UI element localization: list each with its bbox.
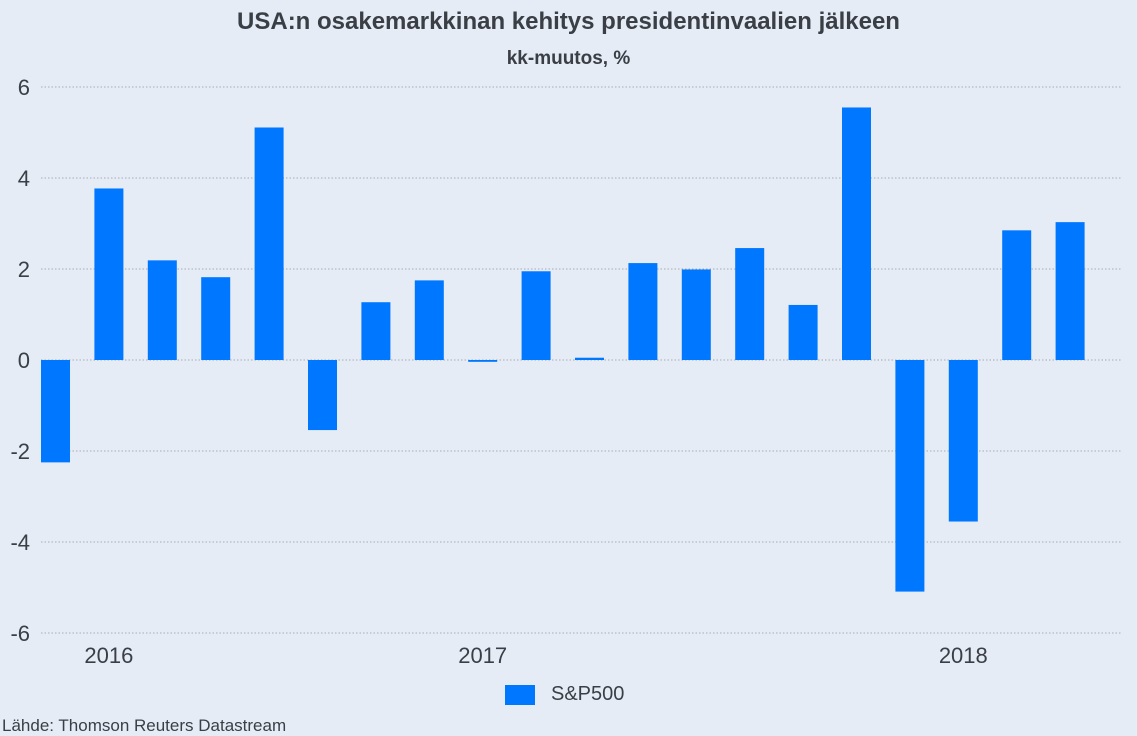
x-tick-label: 2016: [84, 643, 133, 668]
bar: [308, 360, 337, 431]
bar: [94, 188, 124, 360]
y-tick-label: -4: [10, 530, 30, 555]
bar: [681, 269, 711, 360]
y-tick-label: -2: [10, 439, 30, 464]
bar: [147, 260, 177, 360]
bar: [842, 107, 871, 360]
bar: [948, 360, 978, 522]
bar: [361, 302, 391, 360]
y-tick-label: -6: [10, 621, 30, 646]
bar: [1055, 222, 1085, 360]
bar: [468, 360, 498, 362]
x-tick-label: 2018: [939, 643, 988, 668]
bar: [201, 277, 231, 360]
legend-label-sp500: S&P500: [551, 683, 625, 705]
source-note: Lähde: Thomson Reuters Datastream: [2, 716, 287, 735]
legend-swatch-sp500: [505, 684, 535, 705]
chart-title: USA:n osakemarkkinan kehitys presidentin…: [237, 8, 900, 35]
y-axis-ticks: 6 4 2 0 -2 -4 -6: [10, 75, 30, 646]
bar: [521, 271, 551, 360]
x-tick-label: 2017: [458, 643, 507, 668]
chart-subtitle: kk-muutos, %: [506, 48, 631, 69]
bars: [41, 107, 1085, 592]
bar: [575, 357, 604, 360]
y-tick-label: 6: [18, 75, 30, 100]
y-tick-label: 2: [18, 257, 30, 282]
bar: [414, 280, 444, 360]
bar: [628, 263, 658, 360]
bar: [895, 360, 925, 592]
bar: [735, 248, 765, 360]
gridlines: [41, 86, 1122, 634]
bar: [1002, 230, 1032, 360]
bar: [254, 127, 284, 361]
x-axis-ticks: 2016 2017 2018: [84, 643, 987, 668]
bar: [41, 360, 70, 463]
y-tick-label: 4: [18, 166, 30, 191]
legend: S&P500: [505, 683, 624, 706]
y-tick-label: 0: [18, 348, 30, 373]
bar: [788, 304, 818, 360]
